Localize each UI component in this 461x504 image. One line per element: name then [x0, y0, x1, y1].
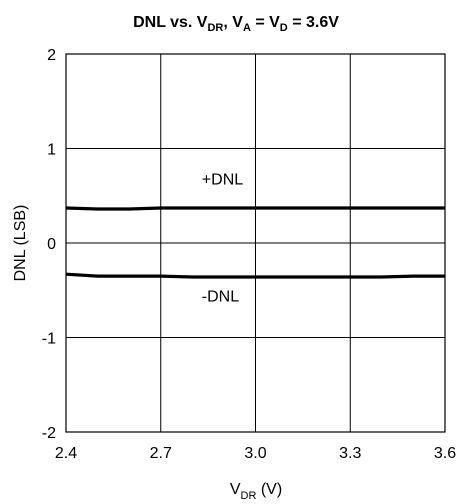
chart-title: DNL vs. VDR, VA = VD = 3.6V: [133, 14, 339, 34]
annotations: +DNL -DNL: [202, 171, 243, 305]
y-tick-label: -1: [42, 331, 56, 348]
tick-labels: 2.4 2.7 3.0 3.3 3.6 2 1 0 -1 -2: [42, 47, 456, 462]
series-group: [65, 206, 445, 279]
y-tick-label: -2: [42, 425, 56, 442]
x-tick-label: 3.6: [434, 445, 456, 462]
x-tick-label: 2.7: [150, 445, 172, 462]
x-tick-label: 3.3: [339, 445, 361, 462]
y-axis-label: DNL (LSB): [12, 205, 29, 282]
y-tick-label: 2: [47, 47, 56, 64]
y-tick-label: 1: [47, 142, 56, 159]
minus-dnl-line: [65, 272, 445, 279]
minus-dnl-annotation: -DNL: [202, 289, 239, 306]
plot-frame: [65, 53, 446, 433]
plus-dnl-annotation: +DNL: [202, 171, 243, 188]
y-tick-label: 0: [47, 236, 56, 253]
x-axis-label: VDR (V): [230, 481, 282, 502]
x-tick-label: 3.0: [244, 445, 266, 462]
grid-lines: [66, 54, 445, 432]
x-tick-label: 2.4: [55, 445, 77, 462]
plus-dnl-line: [65, 206, 445, 211]
